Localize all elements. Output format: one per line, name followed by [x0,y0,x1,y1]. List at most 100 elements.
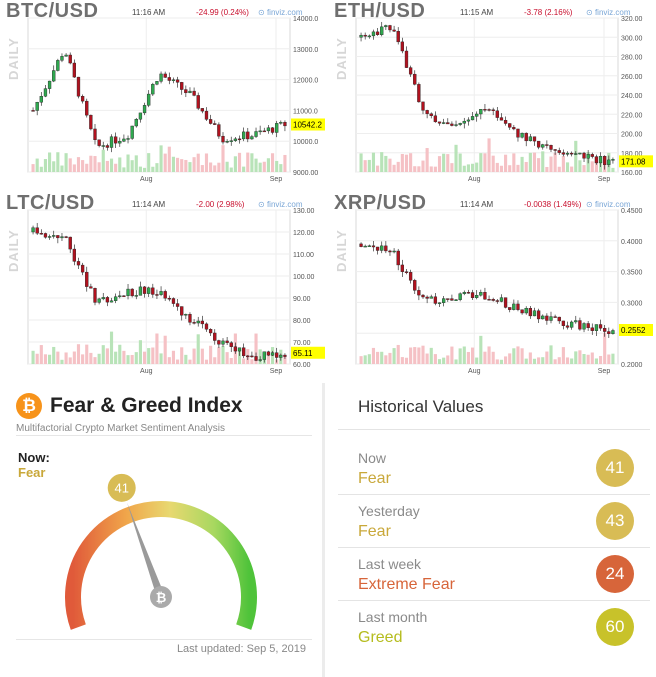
candle-body [275,123,279,133]
volume-bar [114,351,118,364]
finviz-link[interactable]: ⊙ finviz.com [258,8,303,17]
candle-body [574,320,578,323]
candle-body [246,131,250,140]
volume-bar [537,158,541,172]
volume-bar [254,333,258,364]
volume-bar [233,156,237,172]
candle-body [64,236,68,238]
x-tick-label: Sep [598,176,611,183]
y-tick-label: 60.00 [293,362,311,369]
candle-body [582,323,586,330]
volume-bar [380,152,384,172]
gauge-bitcoin-symbol: ₿ [156,591,167,606]
volume-bar [122,167,126,172]
source-label: finviz.com [266,8,303,17]
y-tick-label: 11000.0 [293,108,318,115]
candle-body [213,332,217,341]
volume-bar [188,359,192,364]
candle-body [487,299,491,301]
candle-body [396,31,400,43]
candle-body [167,297,171,300]
finviz-link[interactable]: ⊙ finviz.com [586,8,631,17]
volume-bar [491,351,495,364]
candle-body [64,54,68,57]
candle-body [508,307,512,310]
last-updated: Last updated: Sep 5, 2019 [176,643,306,655]
candle-body [466,292,471,294]
volume-bar [237,152,242,172]
volume-bar [204,153,209,172]
volume-bar [176,359,180,364]
candle-body [433,115,438,123]
y-tick-label: 100.00 [293,274,315,281]
row-value-badge: 41 [596,449,634,487]
chart-symbol: XRP/USD [334,192,427,214]
candle-body [105,297,110,303]
period-label: DAILY [6,229,21,272]
candle-body [532,136,537,142]
candle-body [508,123,512,128]
candle-body [371,31,376,37]
chart-time: 11:14 AM [132,200,166,209]
volume-bar [163,335,167,364]
volume-bar [425,353,429,364]
x-tick-label: Aug [140,176,153,183]
candle-body [404,50,409,68]
candle-body [56,60,60,71]
candle-body [258,359,262,361]
candle-body [475,113,479,117]
volume-bar [171,156,176,172]
finviz-link[interactable]: ⊙ finviz.com [586,200,631,209]
candle-body [392,250,396,253]
candle-body [134,295,138,297]
candle-body [167,77,171,81]
volume-bar [192,157,196,172]
x-tick-label: Aug [468,176,481,183]
volume-bar [528,152,532,172]
volume-bar [578,350,582,364]
candle-body [446,122,450,125]
volume-bar [437,156,442,172]
volume-bar [499,359,504,364]
volume-bar [246,152,250,172]
candle-body [603,155,607,165]
finviz-link[interactable]: ⊙ finviz.com [258,200,303,209]
volume-bar [532,358,537,364]
volume-bar [200,348,204,364]
volume-bar [204,359,209,364]
candle-body [483,109,487,111]
y-tick-label: 220.00 [621,112,643,119]
volume-bar [81,160,85,172]
candle-body [524,308,528,314]
volume-bar [85,344,89,364]
volume-bar [60,359,64,364]
chart-time: 11:16 AM [132,8,166,17]
candle-body [516,303,520,310]
candle-body [171,79,176,81]
candle-body [229,342,233,347]
volume-bar [545,166,549,172]
panel-separator [322,383,325,677]
volume-bar [396,161,400,172]
volume-bar [371,347,376,364]
chart-time: 11:14 AM [460,200,494,209]
volume-bar [155,163,159,172]
volume-bar [213,357,217,364]
volume-bar [409,153,413,172]
volume-bar [549,345,553,364]
candle-body [429,296,433,299]
volume-bar [532,152,537,172]
candle-body [499,297,504,302]
candle-body [159,291,163,295]
period-label: DAILY [334,37,349,80]
candle-body [598,155,603,164]
volume-bar [279,164,283,172]
volume-bar [367,159,371,172]
volume-bar [553,152,557,172]
bitcoin-logo-icon: ₿ [16,393,42,419]
volume-bar [48,354,52,364]
candle-body [417,290,421,296]
candle-body [388,250,392,253]
candle-body [541,144,545,148]
volume-bar [371,152,376,172]
